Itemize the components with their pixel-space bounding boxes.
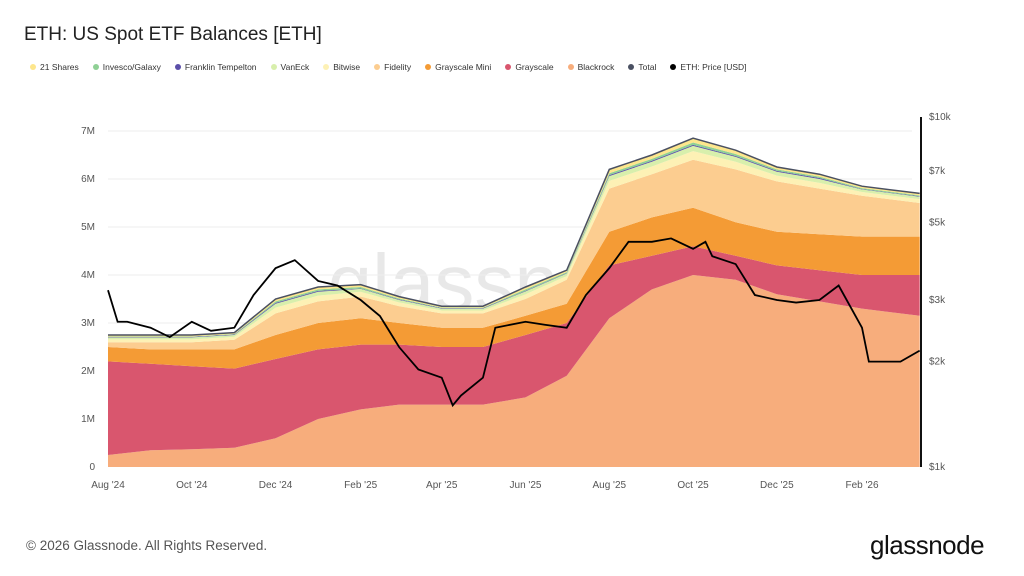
- area-grayscale: [108, 246, 920, 455]
- right-tick-label: $10k: [929, 112, 952, 123]
- legend-dot-icon: [92, 64, 99, 70]
- legend-dot-icon: [628, 64, 635, 70]
- legend-label: Franklin Tempelton: [184, 62, 257, 72]
- legend-label: Total: [638, 62, 657, 72]
- x-tick-label: Aug '25: [592, 480, 626, 491]
- x-tick-label: Oct '24: [176, 480, 208, 491]
- legend-label: Grayscale Mini: [435, 62, 492, 72]
- total-line: [108, 137, 920, 336]
- legend-label: VanEck: [280, 62, 310, 72]
- x-tick-label: Apr '25: [426, 480, 458, 491]
- legend-label: Blackrock: [577, 62, 615, 72]
- y-tick-label: 6M: [81, 174, 95, 185]
- legend-dot-icon: [670, 64, 677, 70]
- x-tick-label: Dec '24: [259, 480, 293, 491]
- legend-item[interactable]: Total: [628, 62, 656, 72]
- x-tick-label: Aug '24: [91, 480, 125, 491]
- y-tick-label: 3M: [81, 318, 95, 329]
- x-tick-label: Oct '25: [677, 480, 709, 491]
- right-tick-label: $2k: [929, 357, 946, 368]
- x-tick-label: Jun '25: [510, 480, 542, 491]
- legend-item[interactable]: ETH: Price [USD]: [670, 62, 747, 72]
- area-grayscale-mini: [108, 207, 920, 369]
- legend-item[interactable]: Franklin Tempelton: [174, 62, 257, 72]
- legend-dot-icon: [505, 64, 512, 70]
- legend-dot-icon: [425, 64, 432, 70]
- area-blackrock: [108, 275, 920, 467]
- legend-item[interactable]: Grayscale Mini: [425, 62, 491, 72]
- right-tick-label: $7k: [929, 166, 946, 177]
- x-tick-label: Feb '26: [845, 480, 878, 491]
- legend-label: 21 Shares: [40, 62, 79, 72]
- legend-dot-icon: [567, 64, 574, 70]
- y-tick-label: 0: [89, 462, 95, 473]
- right-tick-label: $1k: [929, 462, 946, 473]
- area-fidelity: [108, 159, 920, 350]
- price-line: [107, 237, 921, 408]
- legend-dot-icon: [174, 64, 181, 70]
- legend-item[interactable]: Bitwise: [323, 62, 360, 72]
- legend-dot-icon: [323, 64, 330, 70]
- legend-label: Bitwise: [333, 62, 361, 72]
- legend-dot-icon: [30, 64, 36, 70]
- legend-label: ETH: Price [USD]: [680, 62, 747, 72]
- legend-item[interactable]: Blackrock: [567, 62, 615, 72]
- legend-item[interactable]: VanEck: [270, 62, 310, 72]
- legend-label: Fidelity: [384, 62, 412, 72]
- y-tick-label: 7M: [81, 126, 95, 137]
- right-tick-label: $3k: [929, 295, 946, 306]
- legend-item[interactable]: Invesco/Galaxy: [92, 62, 161, 72]
- chart-title: ETH: US Spot ETF Balances [ETH]: [24, 24, 322, 45]
- y-tick-label: 4M: [81, 270, 95, 281]
- legend-dot-icon: [374, 64, 381, 70]
- legend-dot-icon: [270, 64, 277, 70]
- legend-item[interactable]: 21 Shares: [30, 62, 79, 72]
- legend-item[interactable]: Fidelity: [374, 62, 411, 72]
- glassnode-logo: glassnode: [870, 530, 985, 560]
- x-tick-label: Dec '25: [760, 480, 794, 491]
- right-tick-label: $5k: [929, 217, 946, 228]
- copyright: © 2026 Glassnode. All Rights Reserved.: [26, 538, 268, 553]
- legend-item[interactable]: Grayscale: [505, 62, 554, 72]
- y-tick-label: 2M: [81, 366, 95, 377]
- legend: 21 Shares Invesco/Galaxy Franklin Tempelto…: [30, 62, 747, 72]
- x-tick-label: Feb '25: [344, 480, 377, 491]
- legend-label: Grayscale: [515, 62, 554, 72]
- legend-label: Invesco/Galaxy: [102, 62, 161, 72]
- y-tick-label: 5M: [81, 222, 95, 233]
- y-tick-label: 1M: [81, 414, 95, 425]
